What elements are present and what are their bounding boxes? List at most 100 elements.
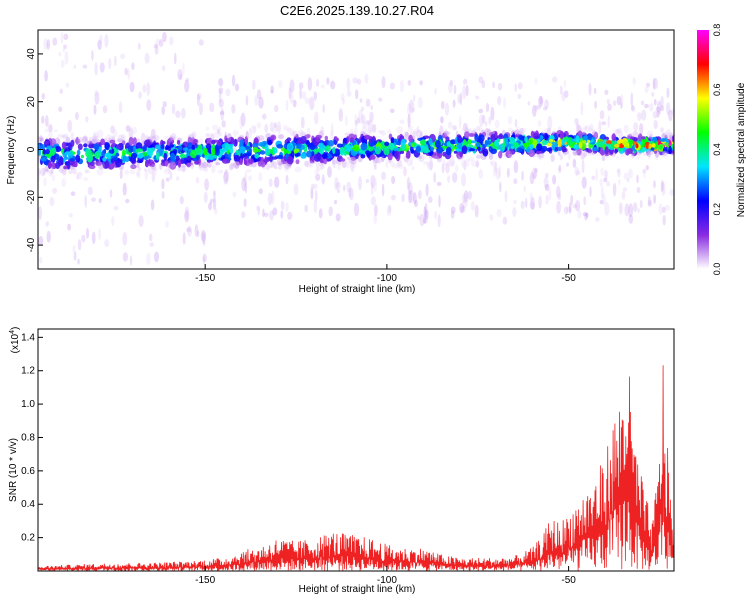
spectrogram-ridge-mark <box>290 150 295 158</box>
snr-y-tick-label: 0.6 <box>21 466 35 477</box>
spectrogram-ridge-mark <box>625 148 630 156</box>
spectrogram-noise-mark <box>70 191 76 196</box>
spectrogram-ridge-mark <box>77 137 84 143</box>
spectrogram-ridge-mark <box>229 164 235 170</box>
spectrogram-ridge-mark <box>112 128 118 138</box>
spectrogram-ridge-mark <box>98 161 105 170</box>
snr-x-tick-label: -150 <box>195 575 215 586</box>
spectrogram-ridge-mark <box>304 160 311 168</box>
spectrogram-ridge-mark <box>48 130 53 139</box>
spectrogram-noise-mark <box>202 253 207 263</box>
spectrogram-ridge-mark <box>245 168 252 173</box>
spectrogram-ridge-mark <box>350 157 356 161</box>
spectrogram-noise-mark <box>200 158 206 168</box>
spectrogram-noise-mark <box>119 170 123 180</box>
spectrogram-noise-mark <box>274 105 279 113</box>
spectrogram-noise-mark <box>557 166 562 174</box>
spectrogram-noise-mark <box>154 45 159 55</box>
spectrogram-ridge-mark <box>289 130 295 136</box>
spectrogram-ridge-mark <box>387 152 393 161</box>
spectrogram-ridge-mark <box>84 137 88 142</box>
spectrogram-ridge-mark <box>63 165 68 170</box>
spectrogram-ridge-mark <box>239 158 243 166</box>
spectrogram-ridge-mark <box>633 131 640 136</box>
spectrogram-noise-mark <box>599 178 603 187</box>
spectrogram-noise-mark <box>406 176 411 190</box>
spectrogram-noise-mark <box>209 102 215 113</box>
snr-y-tick-label: 1.4 <box>21 332 35 343</box>
spectrogram-noise-mark <box>636 187 641 194</box>
spectrogram-ridge-mark <box>61 170 66 174</box>
spectrogram-ridge-mark <box>268 161 273 169</box>
spectrogram-noise-mark <box>270 85 275 94</box>
spectrogram-ridge-mark <box>284 167 289 172</box>
spectrogram-ridge-mark <box>360 153 366 159</box>
spectrogram-ridge-mark <box>427 162 432 170</box>
spectrogram-ridge-mark <box>459 151 463 158</box>
spectrogram-noise-mark <box>437 214 441 228</box>
spectrogram-noise-mark <box>63 33 69 40</box>
spectrogram-ridge-mark <box>202 161 208 169</box>
spectrogram-noise-mark <box>153 43 158 49</box>
spectrogram-ridge-mark <box>96 167 104 176</box>
spectrogram-ridge-mark <box>471 160 478 167</box>
spectrogram-noise-mark <box>346 181 352 193</box>
spectrogram-ridge-mark <box>415 129 423 139</box>
spectrogram-noise-mark <box>391 176 396 184</box>
spectrogram-ridge-mark <box>450 139 457 145</box>
spectrogram-noise-mark <box>575 170 581 176</box>
spectrogram-noise-mark <box>381 183 385 197</box>
spectrogram-noise-mark <box>599 110 605 120</box>
spectrogram-noise-mark <box>285 99 289 112</box>
spectrogram-noise-mark <box>274 176 280 188</box>
spectrogram-ridge-mark <box>54 146 62 153</box>
spectrogram-y-tick-label: 40 <box>26 48 37 60</box>
spectrogram-ridge-mark <box>354 126 358 136</box>
spectrogram-ridge-mark <box>572 151 578 157</box>
spectrogram-noise-mark <box>612 182 617 197</box>
spectrogram-noise-mark <box>447 175 451 184</box>
spectrogram-noise-mark <box>370 105 374 110</box>
spectrogram-noise-mark <box>58 106 63 112</box>
spectrogram-ridge-mark <box>420 139 427 146</box>
spectrogram-ridge-mark <box>222 158 229 164</box>
spectrogram-noise-mark <box>342 98 345 105</box>
spectrogram-noise-mark <box>57 139 60 144</box>
spectrogram-noise-mark <box>146 99 152 111</box>
spectrogram-ridge-mark <box>647 150 652 160</box>
spectrogram-ridge-mark <box>436 146 444 154</box>
spectrogram-noise-mark <box>463 78 468 85</box>
spectrogram-ridge-mark <box>361 125 368 134</box>
spectrogram-ridge-mark <box>82 136 88 144</box>
spectrogram-ridge-mark <box>381 155 385 163</box>
spectrogram-noise-mark <box>98 198 102 204</box>
spectrogram-noise-mark <box>314 189 318 203</box>
spectrogram-ridge-mark <box>591 131 599 138</box>
spectrogram-noise-mark <box>478 76 484 84</box>
spectrogram-ridge-mark <box>164 135 169 139</box>
spectrogram-noise-mark <box>557 192 561 201</box>
spectrogram-noise-mark <box>321 173 325 185</box>
spectrogram-ridge-mark <box>510 145 515 150</box>
spectrogram-noise-mark <box>338 108 343 122</box>
spectrogram-noise-mark <box>581 159 585 174</box>
spectrogram-ridge-mark <box>404 131 409 141</box>
spectrogram-ridge-mark <box>191 132 196 140</box>
spectrogram-ridge-mark <box>58 164 64 173</box>
spectrogram-noise-mark <box>162 101 167 108</box>
spectrogram-noise-mark <box>184 206 190 220</box>
spectrogram-noise-mark <box>240 112 246 127</box>
spectrogram-ridge-mark <box>599 150 605 155</box>
spectrogram-noise-mark <box>333 199 338 205</box>
spectrogram-ridge-mark <box>135 149 141 153</box>
spectrogram-ridge-mark <box>181 164 186 169</box>
spectrogram-noise-mark <box>184 210 190 223</box>
spectrogram-ridge-mark <box>257 135 265 142</box>
spectrogram-noise-mark <box>460 205 466 213</box>
spectrogram-noise-mark <box>529 172 535 185</box>
spectrogram-ridge-mark <box>347 156 353 160</box>
spectrogram-ridge-mark <box>150 163 156 170</box>
spectrogram-noise-mark <box>195 177 200 184</box>
spectrogram-noise-mark <box>603 178 608 183</box>
spectrogram-noise-mark <box>485 102 490 113</box>
